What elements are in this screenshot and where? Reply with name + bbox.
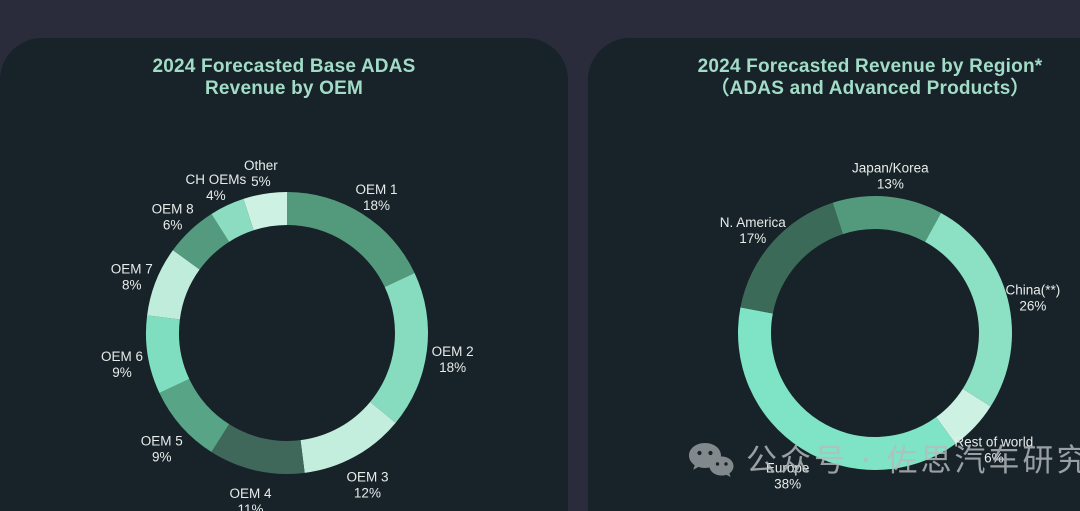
slice-label: Other 5%: [244, 158, 278, 189]
donut-segment-oem-3: [300, 401, 396, 473]
left-chart-panel: [0, 38, 568, 511]
donut-segment-ch-oems: [211, 198, 254, 242]
slice-label: Japan/Korea 13%: [852, 161, 929, 192]
left-chart-title: 2024 Forecasted Base ADAS Revenue by OEM: [152, 56, 416, 99]
donut-segment-europe: [738, 307, 956, 470]
right-chart-title: 2024 Forecasted Revenue by Region* （ADAS…: [697, 56, 1043, 99]
donut-chart-region: Japan/Korea 13% China(**) 26% Rest of world 6…: [720, 161, 1061, 492]
donut-segment-oem-6: [146, 315, 190, 394]
donut-segment-n-america: [740, 202, 843, 314]
slice-label: Rest of world 6%: [954, 435, 1033, 466]
slice-label: Europe 38%: [766, 461, 810, 492]
slice-label: CH OEMs 4%: [186, 172, 247, 203]
slice-label: OEM 8 6%: [152, 201, 194, 232]
slice-label: OEM 6 9%: [101, 349, 143, 380]
slice-label: OEM 5 9%: [141, 433, 183, 464]
donut-segment-oem-7: [147, 250, 200, 320]
donut-segment-oem-2: [370, 272, 428, 423]
donut-chart-oem: OEM 1 18% OEM 2 18% OEM 3 12% OEM 4 11% OEM 5 9% O…: [101, 158, 474, 511]
donut-segment-other: [243, 192, 287, 231]
slice-label: OEM 2 18%: [432, 344, 474, 375]
slice-label: China(**) 26%: [1005, 282, 1060, 313]
slice-label: OEM 4 11%: [230, 486, 273, 511]
donut-segment-oem-4: [211, 424, 305, 475]
slice-label: N. America 17%: [720, 215, 787, 246]
donut-segment-oem-5: [159, 378, 230, 453]
donut-segment-china-: [925, 212, 1012, 407]
slice-label: OEM 7 8%: [111, 262, 153, 293]
donut-segment-oem-8: [172, 213, 230, 270]
donut-segment-oem-1: [287, 192, 415, 288]
slice-label: OEM 3 12%: [346, 469, 388, 500]
slice-label: OEM 1 18%: [355, 182, 397, 213]
donut-segment-japan-korea: [832, 195, 942, 242]
donut-segment-rest-of-world: [936, 388, 991, 444]
